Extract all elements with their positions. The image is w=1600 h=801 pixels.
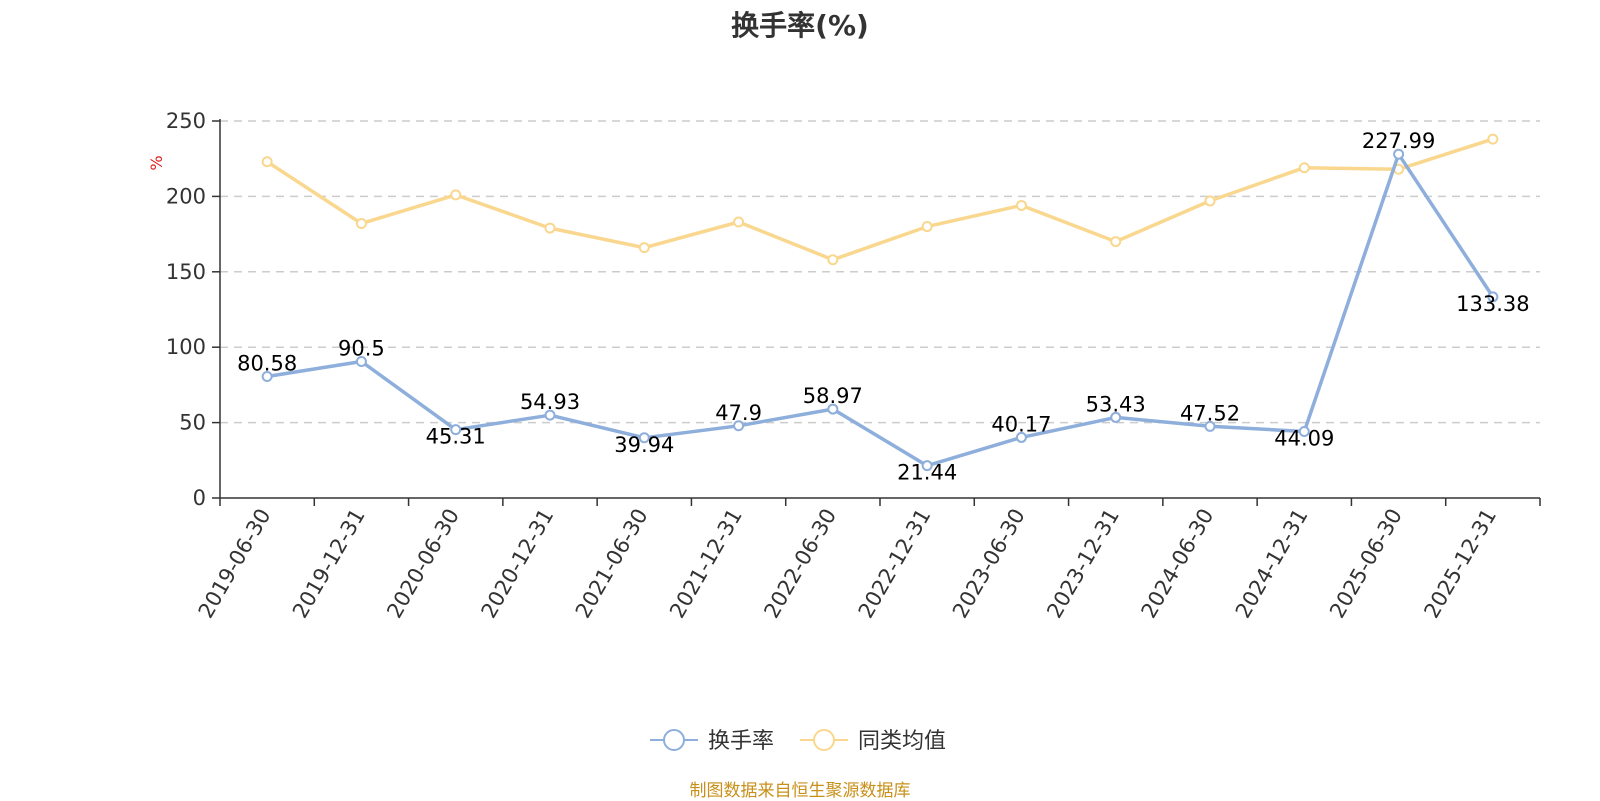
series-1-point [450,189,462,201]
series-1-point [1015,199,1027,211]
x-tick-label: 2025-12-31 [1419,505,1501,623]
x-tick-label: 2023-06-30 [948,505,1030,623]
data-label: 44.09 [1274,427,1334,451]
series-0-point [1204,420,1216,432]
data-label: 47.9 [715,401,762,425]
series-1-point [544,222,556,234]
series-1-point [921,221,933,233]
data-label: 58.97 [803,384,863,408]
x-tick-label: 2020-06-30 [382,505,464,623]
data-label: 90.5 [338,337,385,361]
series-0-point [544,409,556,421]
data-label: 40.17 [991,412,1051,436]
y-tick-label: 200 [166,184,206,208]
legend-item-0: 换手率 [650,729,774,754]
series-1-point [733,216,745,228]
series-0-point [1393,148,1405,160]
x-tick-label: 2021-06-30 [571,505,653,623]
y-tick-label: 150 [166,260,206,284]
data-label: 227.99 [1362,129,1435,153]
data-label: 39.94 [614,433,674,457]
source-note: 制图数据来自恒生聚源数据库 [689,781,911,801]
x-tick-label: 2022-12-31 [854,505,936,623]
series-0-point [1110,411,1122,423]
legend: 换手率 同类均值 [650,729,946,754]
series-1-point [1487,133,1499,145]
y-tick-label: 50 [179,411,206,435]
series-0-point [921,460,933,472]
x-tick-label: 2019-12-31 [288,505,370,623]
data-label: 45.31 [426,425,486,449]
series-0-point [827,403,839,415]
series-0-point [638,432,650,444]
legend-label: 同类均值 [858,729,946,754]
x-tick-label: 2023-12-31 [1042,505,1124,623]
chart-title: 换手率(%) [731,9,869,42]
y-tick-label: 250 [166,109,206,133]
series-1-point [1298,162,1310,174]
series-0-point [355,356,367,368]
series-0-point [733,420,745,432]
series-1-point [827,254,839,266]
x-tick-label: 2025-06-30 [1325,505,1407,623]
series-0-point [1487,291,1499,303]
series-0-point [1298,426,1310,438]
data-label: 53.43 [1086,392,1146,416]
x-tick-label: 2020-12-31 [477,505,559,623]
series-0-point [261,370,273,382]
x-tick-label: 2019-06-30 [194,505,276,623]
x-tick-label: 2024-06-30 [1137,505,1219,623]
grid-lines [220,120,1540,424]
series-0-point [1015,431,1027,443]
x-tick-label: 2022-06-30 [759,505,841,623]
legend-marker [813,729,835,751]
series-0-point [450,424,462,436]
x-tick-label: 2021-12-31 [665,505,747,623]
series-1-point [355,218,367,230]
series-1-point [638,242,650,254]
series-1-point [1204,195,1216,207]
data-label: 54.93 [520,390,580,414]
data-label: 133.38 [1456,292,1529,316]
series-1-point [261,156,273,168]
x-tick-label: 2024-12-31 [1231,505,1313,623]
y-axis-label: % [147,155,166,170]
y-tick-label: 0 [193,486,206,510]
series-lines [261,133,1499,472]
y-tick-label: 100 [166,335,206,359]
data-labels: 80.58 90.5 45.31 54.93 39.94 47.9 58.97 21.44 40… [237,129,1530,484]
data-label: 21.44 [897,461,957,485]
series-1-point [1110,236,1122,248]
series-line-1 [266,137,1494,262]
legend-item-1: 同类均值 [800,729,946,754]
data-label: 47.52 [1180,401,1240,425]
data-label: 80.58 [237,351,297,375]
legend-label: 换手率 [708,729,774,754]
series-line-0 [266,152,1495,468]
legend-marker [663,729,685,751]
